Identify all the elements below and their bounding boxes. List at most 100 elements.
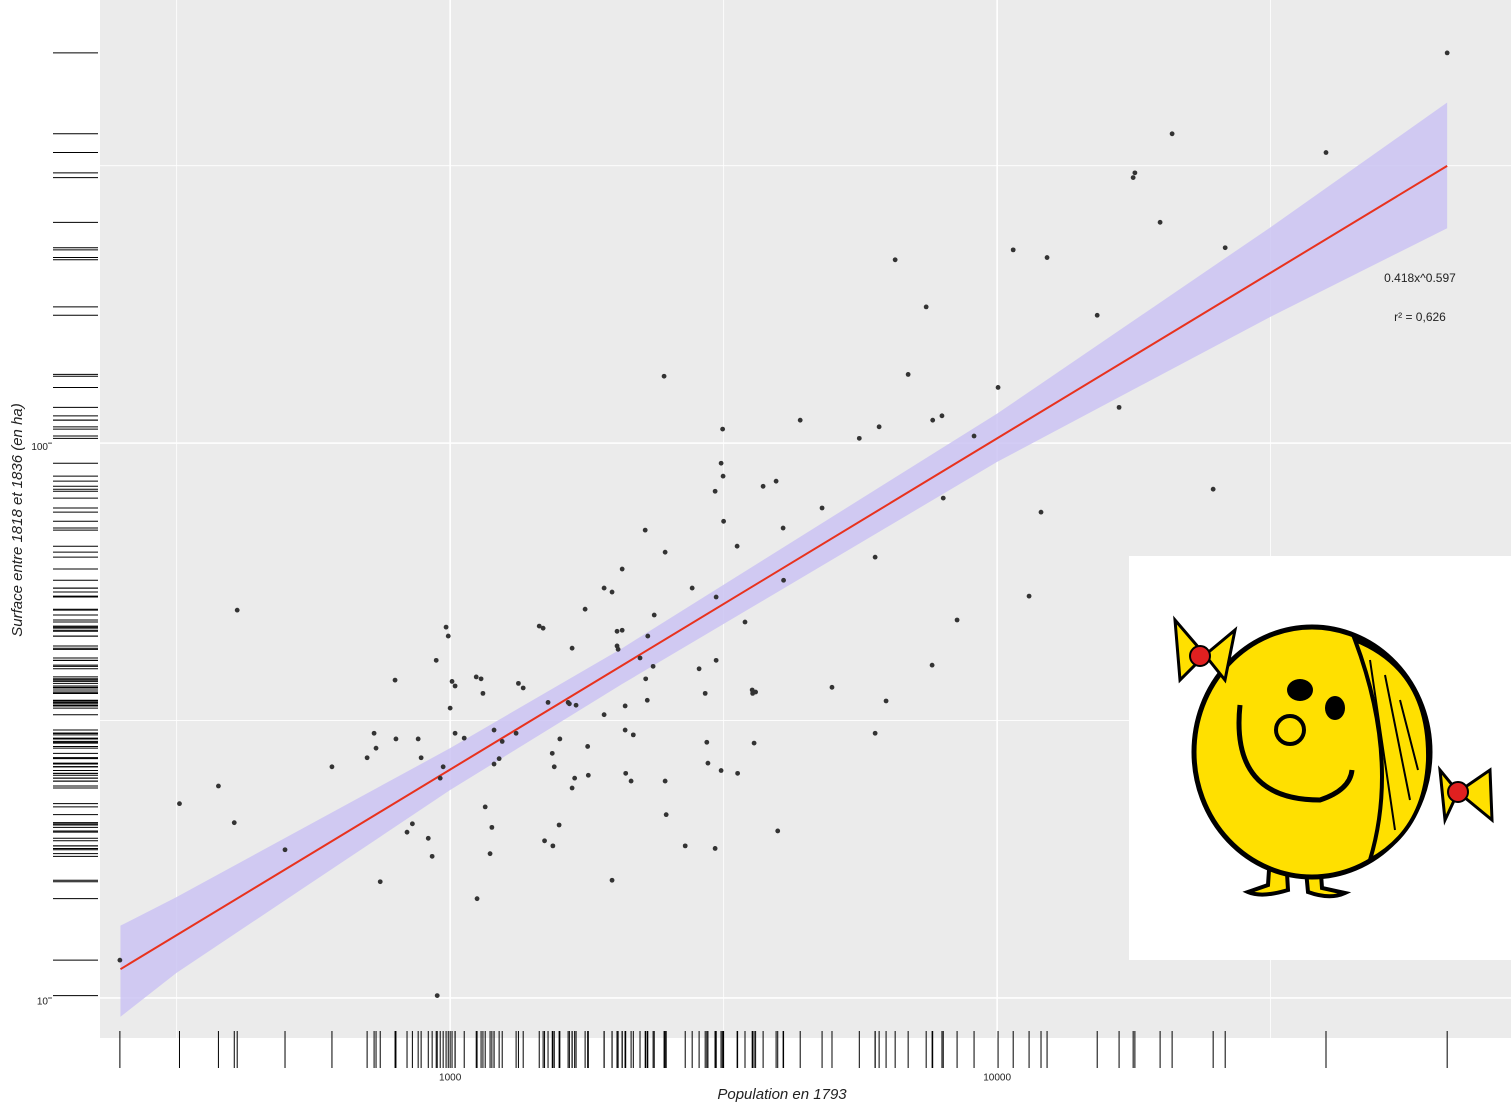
point — [651, 612, 657, 618]
point — [1323, 150, 1329, 155]
point — [929, 662, 935, 668]
point — [234, 607, 240, 613]
point — [923, 304, 929, 310]
point — [449, 679, 455, 684]
point — [550, 843, 556, 849]
point — [569, 785, 575, 791]
point — [645, 633, 651, 639]
point — [377, 879, 383, 885]
point — [696, 666, 702, 672]
point — [371, 730, 377, 736]
point — [482, 804, 488, 810]
point — [491, 761, 497, 767]
marks — [53, 50, 1450, 1068]
y-tick-label: 100 — [31, 442, 48, 453]
fit-line — [119, 165, 1448, 971]
point — [619, 627, 625, 633]
point — [661, 373, 667, 379]
point — [713, 657, 719, 663]
point — [461, 735, 467, 741]
point — [434, 993, 440, 998]
confidence-band — [120, 102, 1448, 1017]
point — [702, 690, 708, 696]
point — [177, 801, 182, 807]
annotation: 0.418x^0.597 — [1384, 271, 1456, 285]
point — [231, 820, 237, 826]
cartoon-picture — [1129, 556, 1511, 960]
point — [940, 495, 946, 501]
point — [513, 730, 519, 736]
point — [662, 549, 668, 555]
point — [644, 697, 650, 703]
point — [443, 624, 449, 630]
point — [549, 750, 555, 756]
point — [615, 646, 621, 652]
point — [614, 628, 620, 634]
point — [556, 822, 562, 828]
point — [892, 257, 898, 263]
point — [623, 770, 629, 776]
point — [429, 853, 435, 859]
y-tick-label: 10 — [37, 997, 49, 1008]
point — [718, 460, 724, 466]
point — [1010, 247, 1016, 253]
point — [637, 655, 643, 661]
point — [954, 617, 960, 623]
point — [713, 594, 719, 600]
point — [780, 525, 786, 531]
point — [720, 426, 726, 432]
point — [480, 690, 486, 696]
point — [753, 689, 759, 695]
point — [704, 739, 710, 745]
point — [1044, 255, 1050, 260]
point — [216, 783, 221, 789]
point — [418, 755, 424, 761]
point — [773, 478, 779, 484]
point — [373, 745, 379, 751]
point — [872, 554, 878, 560]
point — [364, 755, 370, 761]
point — [751, 740, 757, 746]
point — [721, 518, 727, 524]
point — [643, 676, 649, 682]
point — [601, 712, 607, 718]
point — [720, 473, 726, 479]
point — [775, 828, 781, 834]
point — [1222, 245, 1228, 251]
point — [971, 433, 977, 439]
y-axis-label: Surface entre 1818 et 1836 (en ha) — [9, 403, 26, 637]
point — [329, 764, 335, 770]
point — [585, 744, 591, 749]
point — [742, 619, 748, 625]
annotation: r² = 0,626 — [1394, 310, 1446, 324]
point — [447, 705, 453, 711]
point — [1038, 509, 1044, 515]
point — [572, 775, 578, 781]
point — [473, 674, 479, 680]
point — [1094, 312, 1100, 318]
point — [1210, 486, 1216, 492]
point — [1130, 175, 1136, 180]
point — [781, 577, 786, 583]
point — [516, 680, 521, 686]
point — [478, 676, 484, 682]
point — [872, 730, 878, 736]
point — [1444, 50, 1450, 56]
point — [734, 543, 740, 549]
point — [425, 835, 431, 841]
point — [995, 385, 1001, 390]
point — [712, 846, 718, 851]
point — [718, 768, 724, 773]
point — [499, 739, 505, 744]
point — [1116, 404, 1122, 410]
point — [619, 566, 625, 572]
point — [489, 824, 495, 830]
point — [392, 677, 398, 683]
point — [705, 760, 711, 766]
point — [939, 413, 945, 419]
point — [415, 736, 421, 742]
point — [557, 736, 563, 742]
point — [445, 633, 451, 639]
point — [452, 730, 458, 736]
